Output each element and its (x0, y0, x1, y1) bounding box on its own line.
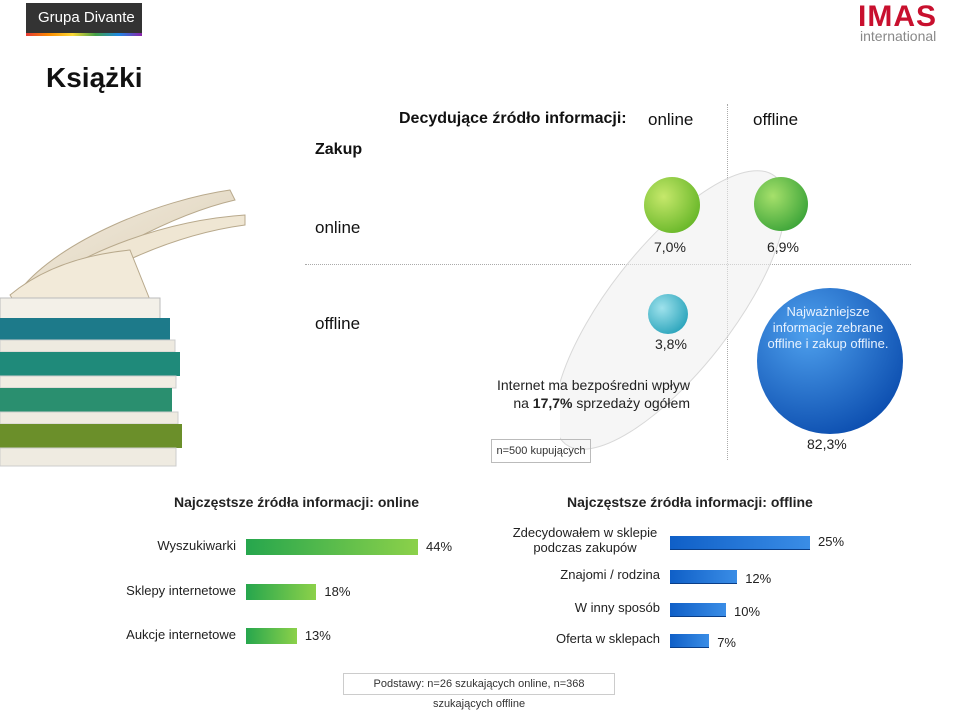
cell-online-online: 7,0% (654, 239, 686, 255)
note-line-2-prefix: na (513, 395, 533, 411)
bar-value: 7% (717, 635, 736, 650)
partner-logo: IMAS (858, 0, 937, 33)
cell-online-offline: 6,9% (767, 239, 799, 255)
bubble-online-online (644, 177, 700, 233)
cell-offline-online: 3,8% (655, 336, 687, 352)
partner-logo-sub: international (860, 28, 937, 44)
bubble-online-offline (754, 177, 808, 231)
bar (670, 569, 738, 584)
cell-offline-offline: 82,3% (807, 436, 847, 452)
col-header-offline: offline (753, 110, 799, 129)
col-header-online: online (648, 110, 694, 129)
matrix-heading: Decydujące źródło informacji: (399, 110, 627, 127)
online-sources-title: Najczęstsze źródła informacji: online (174, 494, 420, 510)
page-title: Książki (46, 62, 143, 93)
bubble-matrix (560, 170, 903, 450)
bar-label: Znajomi / rodzina (560, 567, 660, 582)
bar-value: 12% (745, 571, 772, 586)
footer-bases: Podstawy: n=26 szukających online, n=368… (343, 673, 615, 710)
note-line-2: na 17,7% sprzedaży ogółem (480, 394, 690, 412)
callout-text: Najważniejsze informacje zebrane offline… (767, 304, 889, 351)
row-axis-label: Zakup (315, 141, 363, 158)
offline-sources-title: Najczęstsze źródła informacji: offline (567, 494, 813, 510)
bar-label: Zdecydowałem w sklepie podczas zakupów (512, 525, 658, 555)
note-line-2-value: 17,7% (532, 395, 573, 411)
bar (246, 584, 317, 600)
bar-value: 25% (818, 534, 845, 549)
bar-value: 18% (324, 584, 351, 599)
bar (246, 539, 418, 555)
bar (670, 602, 726, 617)
internet-impact-note: Internet ma bezpośredni wpływ na 17,7% s… (480, 376, 690, 412)
row-header-offline: offline (315, 314, 361, 333)
bar (246, 628, 297, 644)
bar-label: W inny sposób (574, 600, 660, 615)
bar-label: Aukcje internetowe (126, 627, 236, 642)
bar-value: 13% (304, 628, 331, 643)
note-line-1: Internet ma bezpośredni wpływ (497, 377, 690, 393)
bubble-offline-offline (757, 288, 903, 434)
brand-name: Grupa Divante (38, 9, 135, 26)
bar-value: 44% (426, 539, 453, 554)
row-divider (305, 264, 911, 265)
bar (670, 633, 710, 648)
sample-size: n=500 kupujących (491, 439, 591, 463)
bubble-offline-online (648, 294, 688, 334)
note-line-2-suffix: sprzedaży ogółem (572, 395, 690, 411)
bar-label: Wyszukiwarki (157, 538, 236, 553)
bar-label: Sklepy internetowe (126, 583, 236, 598)
bar (670, 535, 810, 550)
brand-logo (26, 3, 142, 36)
books-illustration (0, 189, 246, 467)
row-header-online: online (315, 218, 361, 237)
bar-label: Oferta w sklepach (555, 631, 660, 646)
brand-logo-stripe (26, 33, 142, 36)
bar-value: 10% (734, 604, 761, 619)
